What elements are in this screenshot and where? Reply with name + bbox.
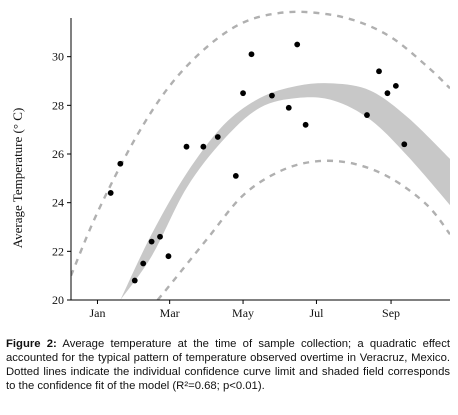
data-point-17 bbox=[302, 121, 309, 128]
confidence-fit-band-layer bbox=[120, 83, 450, 300]
x-tick-label-may: May bbox=[232, 306, 254, 320]
data-point-22 bbox=[401, 141, 408, 148]
data-point-8 bbox=[183, 143, 190, 150]
data-point-3 bbox=[131, 277, 138, 284]
data-point-6 bbox=[157, 233, 163, 240]
data-point-5 bbox=[148, 238, 155, 245]
data-point-7 bbox=[165, 253, 172, 260]
data-point-12 bbox=[240, 90, 246, 97]
x-tick-label-mar: Mar bbox=[160, 306, 180, 320]
confidence-fit-band bbox=[120, 83, 450, 300]
data-point-20 bbox=[384, 90, 391, 97]
x-tick-label-jan: Jan bbox=[89, 306, 105, 320]
temperature-chart: 20 22 24 26 28 30 Jan Mar May Jul Sep Average Temp… bbox=[10, 10, 450, 320]
y-tick-label-24: 24 bbox=[52, 196, 64, 210]
y-tick-label-22: 22 bbox=[52, 244, 64, 258]
y-tick-label-26: 26 bbox=[52, 147, 64, 161]
prediction-limit-lower bbox=[156, 159, 450, 300]
data-point-11 bbox=[232, 173, 239, 179]
data-point-2 bbox=[117, 160, 124, 167]
prediction-limit-layer bbox=[71, 10, 450, 300]
y-axis-label: Average Temperature (° C) bbox=[10, 108, 25, 249]
axes-layer: 20 22 24 26 28 30 Jan Mar May Jul Sep bbox=[52, 18, 450, 320]
data-point-14 bbox=[269, 92, 275, 99]
y-tick-label-30: 30 bbox=[52, 50, 64, 64]
y-tick-label-20: 20 bbox=[52, 293, 64, 307]
caption-text: Average temperature at the time of sampl… bbox=[6, 338, 451, 392]
data-point-19 bbox=[376, 68, 382, 75]
x-tick-label-sep: Sep bbox=[382, 306, 400, 320]
data-point-10 bbox=[214, 134, 221, 140]
data-point-21 bbox=[392, 82, 399, 89]
caption-label: Figure 2: bbox=[6, 338, 57, 350]
figure-caption: Figure 2: Average temperature at the tim… bbox=[6, 337, 450, 393]
data-point-15 bbox=[285, 104, 292, 111]
data-point-9 bbox=[200, 143, 207, 150]
y-tick-label-28: 28 bbox=[52, 98, 64, 112]
data-point-1 bbox=[107, 190, 114, 196]
data-point-13 bbox=[248, 51, 255, 58]
data-point-4 bbox=[140, 260, 147, 267]
data-points-layer bbox=[107, 41, 408, 284]
x-tick-label-jul: Jul bbox=[309, 306, 324, 320]
data-point-16 bbox=[294, 41, 301, 48]
prediction-limit-upper bbox=[71, 10, 450, 277]
data-point-18 bbox=[364, 112, 370, 118]
